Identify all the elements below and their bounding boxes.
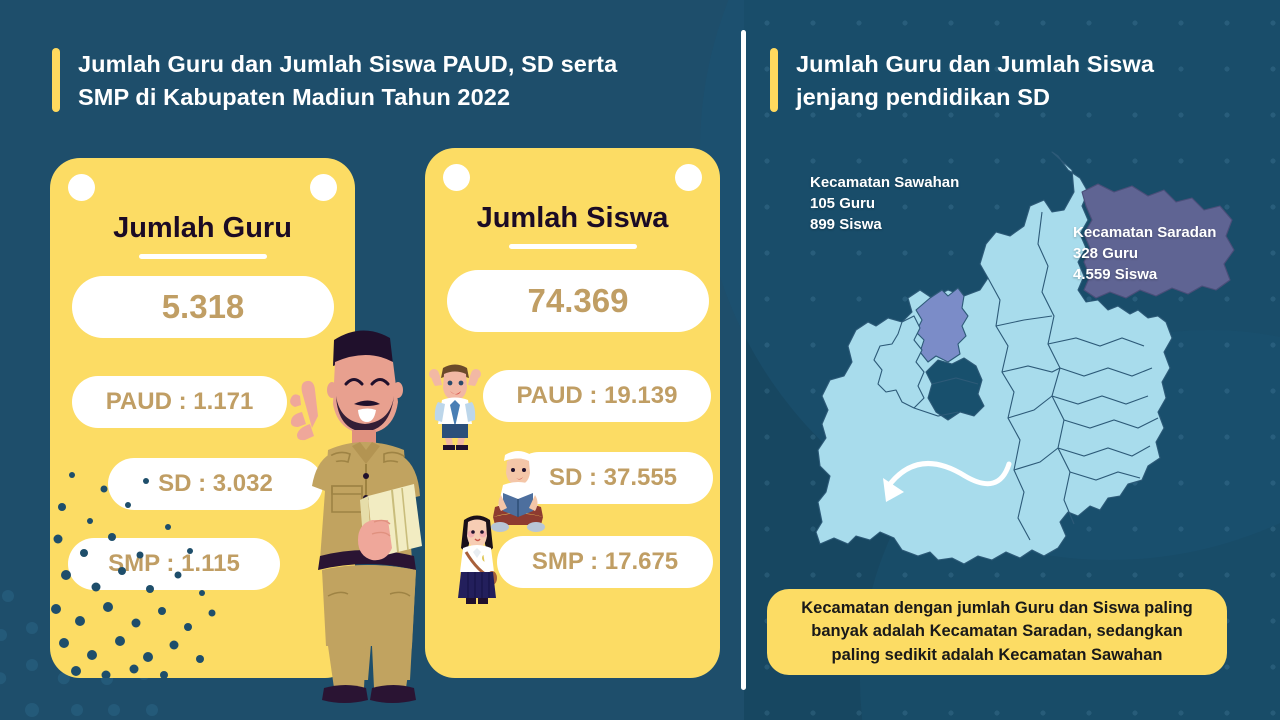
title-accent-bar-left [52,48,60,112]
siswa-total-value: 74.369 [447,270,709,332]
guru-paud-value: PAUD : 1.171 [72,376,287,428]
left-title-text: Jumlah Guru dan Jumlah Siswa PAUD, SD se… [78,51,618,111]
card-title-guru: Jumlah Guru [113,212,292,244]
card-notch-right-icon [310,174,337,201]
card-title-underline [508,244,637,249]
sd-student-illustration [491,451,545,532]
siswa-paud-value: PAUD : 19.139 [483,370,711,422]
left-title-block: Jumlah Guru dan Jumlah Siswa PAUD, SD se… [52,48,712,115]
paud-student-illustration [429,364,481,450]
map-region-main [815,151,1173,565]
panel-divider [741,30,746,690]
right-title-text: Jumlah Guru dan Jumlah Siswa jenjang pen… [796,51,1154,111]
map-region-saradan [1081,183,1235,299]
siswa-sd-value: SD : 37.555 [513,452,713,504]
card-notch-right-icon [675,164,702,191]
siswa-smp-value: SMP : 17.675 [497,536,713,588]
title-accent-bar-right [770,48,778,112]
map-label-sawahan: Kecamatan Sawahan 105 Guru 899 Siswa [810,174,960,233]
map-region-west [873,315,925,409]
guru-sd-value: SD : 3.032 [108,458,323,510]
map-label-saradan: Kecamatan Saradan 328 Guru 4.559 Siswa [1073,224,1217,283]
card-notch-left-icon [443,164,470,191]
kabupaten-madiun-map [815,151,1235,565]
card-title-underline [138,254,267,259]
map-callout-arrowhead [883,478,904,502]
teacher-illustration [290,330,422,703]
right-title-block: Jumlah Guru dan Jumlah Siswa jenjang pen… [770,48,1240,115]
guru-smp-value: SMP : 1.115 [68,538,280,590]
map-caption-box: Kecamatan dengan jumlah Guru dan Siswa p… [767,589,1227,675]
card-title-siswa: Jumlah Siswa [476,202,669,234]
map-region-dark-1 [925,357,985,421]
guru-total-value: 5.318 [72,276,334,338]
map-callout-arrow [884,461,1012,491]
smp-student-illustration [458,515,497,604]
card-notch-left-icon [68,174,95,201]
